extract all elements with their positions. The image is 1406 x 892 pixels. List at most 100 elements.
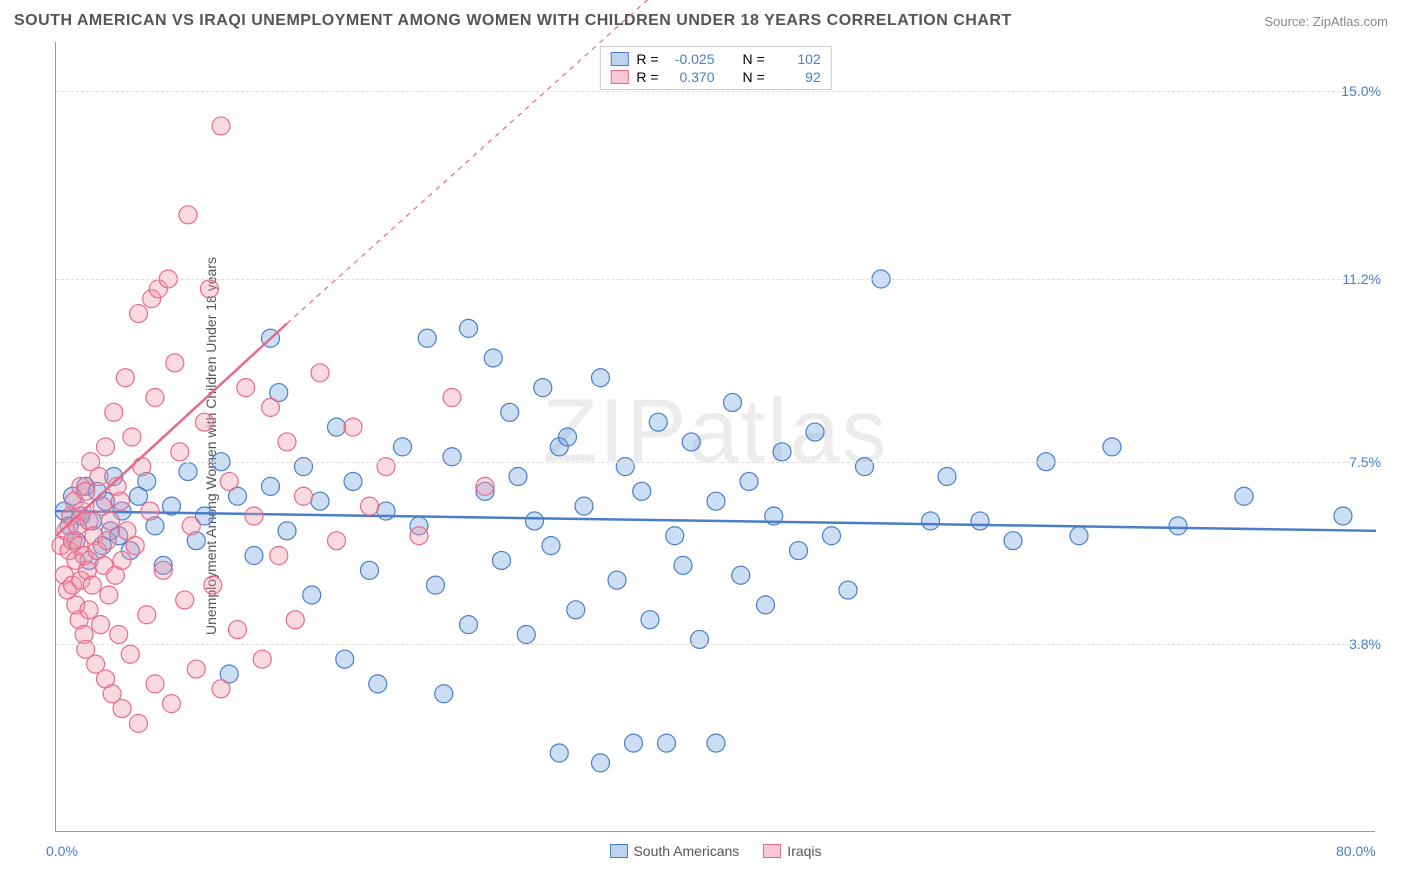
data-point xyxy=(80,601,98,619)
data-point xyxy=(1169,517,1187,535)
data-point xyxy=(534,379,552,397)
data-point xyxy=(212,680,230,698)
data-point xyxy=(501,403,519,421)
gridline xyxy=(56,91,1375,92)
data-point xyxy=(559,428,577,446)
data-point xyxy=(154,561,172,579)
data-point xyxy=(377,458,395,476)
data-point xyxy=(295,458,313,476)
data-point xyxy=(443,448,461,466)
stats-legend-row: R =0.370N =92 xyxy=(610,69,820,85)
data-point xyxy=(123,428,141,446)
data-point xyxy=(166,354,184,372)
data-point xyxy=(707,492,725,510)
legend-item: South Americans xyxy=(609,843,739,859)
legend-swatch xyxy=(609,844,627,858)
r-label: R = xyxy=(636,69,658,85)
data-point xyxy=(493,551,511,569)
data-point xyxy=(517,626,535,644)
data-point xyxy=(674,556,692,574)
data-point xyxy=(427,576,445,594)
r-value: -0.025 xyxy=(667,51,715,67)
data-point xyxy=(278,522,296,540)
data-point xyxy=(311,492,329,510)
y-tick-label: 3.8% xyxy=(1321,636,1381,652)
data-point xyxy=(270,547,288,565)
x-tick-label: 80.0% xyxy=(1336,843,1376,859)
data-point xyxy=(567,601,585,619)
data-point xyxy=(790,542,808,560)
data-point xyxy=(649,413,667,431)
data-point xyxy=(435,685,453,703)
data-point xyxy=(133,458,151,476)
data-point xyxy=(1004,532,1022,550)
data-point xyxy=(187,660,205,678)
data-point xyxy=(237,379,255,397)
data-point xyxy=(171,443,189,461)
data-point xyxy=(245,547,263,565)
data-point xyxy=(394,438,412,456)
data-point xyxy=(212,117,230,135)
data-point xyxy=(138,606,156,624)
data-point xyxy=(1235,487,1253,505)
data-point xyxy=(344,418,362,436)
r-value: 0.370 xyxy=(667,69,715,85)
legend-label: South Americans xyxy=(633,843,739,859)
data-point xyxy=(724,393,742,411)
r-label: R = xyxy=(636,51,658,67)
data-point xyxy=(856,458,874,476)
data-point xyxy=(328,418,346,436)
data-point xyxy=(336,650,354,668)
data-point xyxy=(196,413,214,431)
legend-swatch xyxy=(763,844,781,858)
data-point xyxy=(1103,438,1121,456)
chart-title: SOUTH AMERICAN VS IRAQI UNEMPLOYMENT AMO… xyxy=(14,12,1012,30)
data-point xyxy=(97,438,115,456)
data-point xyxy=(101,512,119,530)
data-point xyxy=(740,472,758,490)
data-point xyxy=(691,630,709,648)
gridline xyxy=(56,644,1375,645)
series-legend: South AmericansIraqis xyxy=(609,843,821,859)
y-tick-label: 7.5% xyxy=(1321,454,1381,470)
data-point xyxy=(176,591,194,609)
data-point xyxy=(608,571,626,589)
gridline xyxy=(56,279,1375,280)
data-point xyxy=(105,403,123,421)
data-point xyxy=(592,754,610,772)
data-point xyxy=(484,349,502,367)
data-point xyxy=(1070,527,1088,545)
data-point xyxy=(130,714,148,732)
data-point xyxy=(116,369,134,387)
data-point xyxy=(526,512,544,530)
data-point xyxy=(262,477,280,495)
data-point xyxy=(971,512,989,530)
data-point xyxy=(460,319,478,337)
data-point xyxy=(682,433,700,451)
n-value: 92 xyxy=(773,69,821,85)
data-point xyxy=(245,507,263,525)
data-point xyxy=(113,700,131,718)
data-point xyxy=(303,586,321,604)
data-point xyxy=(361,561,379,579)
n-label: N = xyxy=(743,51,765,67)
data-point xyxy=(278,433,296,451)
legend-swatch xyxy=(610,52,628,66)
data-point xyxy=(938,468,956,486)
data-point xyxy=(377,502,395,520)
scatter-layer xyxy=(56,42,1375,831)
data-point xyxy=(92,616,110,634)
data-point xyxy=(121,645,139,663)
data-point xyxy=(286,611,304,629)
data-point xyxy=(361,497,379,515)
data-point xyxy=(757,596,775,614)
data-point xyxy=(126,537,144,555)
data-point xyxy=(229,621,247,639)
data-point xyxy=(98,532,116,550)
stats-legend: R =-0.025N =102R =0.370N =92 xyxy=(599,46,831,90)
data-point xyxy=(179,206,197,224)
data-point xyxy=(204,576,222,594)
data-point xyxy=(839,581,857,599)
data-point xyxy=(732,566,750,584)
y-tick-label: 11.2% xyxy=(1321,271,1381,287)
